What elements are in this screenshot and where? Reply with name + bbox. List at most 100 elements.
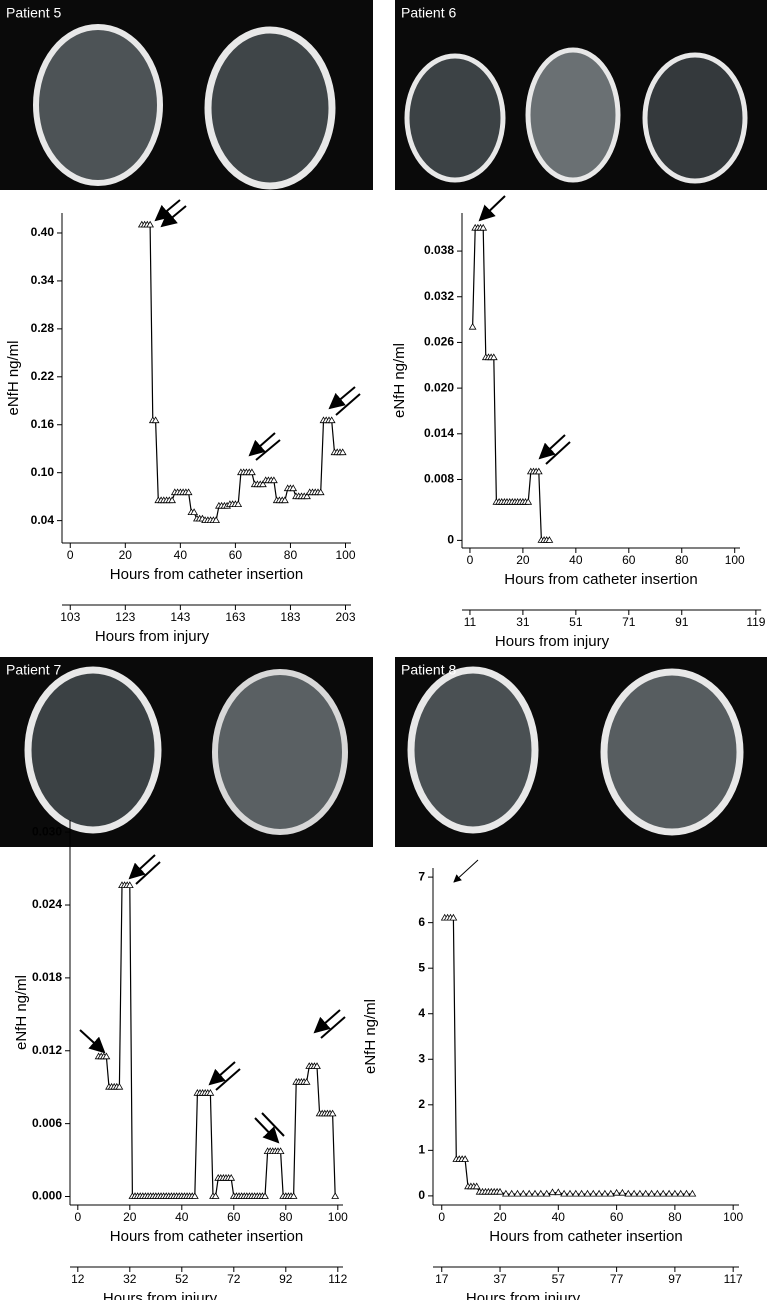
x2-tick-label: 119 [746,615,765,629]
x-tick-label: 80 [279,1210,293,1224]
x-tick-label: 80 [284,548,298,562]
data-point [489,353,498,361]
panel-title: Patient 6 [401,5,456,21]
x2-tick-label: 92 [279,1272,293,1286]
data-point [468,322,477,330]
y-tick-label: 0.020 [424,380,454,394]
x-tick-label: 60 [622,553,636,567]
data-point [115,1082,124,1090]
data-line [444,917,693,1195]
data-point [583,1189,592,1197]
data-point [671,1189,679,1197]
x2-tick-label: 72 [227,1272,241,1286]
data-point [601,1189,609,1197]
data-point [519,1189,528,1197]
data-point [146,220,154,228]
data-point [659,1189,668,1197]
data-point [536,1189,545,1197]
data-point [566,1189,574,1197]
data-point [328,1109,337,1117]
data-point [577,1189,586,1197]
data-point [281,496,289,504]
data-point [327,416,336,424]
x2-tick-label: 123 [115,610,135,624]
x2-tick-label: 32 [123,1272,137,1286]
x-tick-label: 20 [516,553,530,567]
data-point [212,516,220,523]
x2-tick-label: 17 [435,1272,449,1286]
panel-title: Patient 7 [6,662,61,678]
y-tick-label: 0.008 [424,472,454,486]
data-point [502,1189,510,1197]
x-axis-label: Hours from catheter insertion [110,1228,303,1245]
x-tick-label: 0 [467,553,474,567]
x2-tick-label: 11 [464,615,477,629]
data-point [184,488,193,496]
ct-image [395,657,767,847]
x2-tick-label: 77 [610,1272,624,1286]
y-axis-label: eNfH ng/ml [5,340,22,415]
data-line [98,885,336,1198]
data-point [331,1192,340,1199]
x2-tick-label: 97 [668,1272,682,1286]
y-tick-label: 0.024 [32,897,62,911]
data-point [168,496,176,504]
panel-title: Patient 8 [401,662,456,678]
x-tick-label: 20 [493,1210,507,1224]
data-point [270,476,278,484]
data-point [227,1174,236,1181]
data-point [190,508,198,515]
data-point [554,1188,563,1196]
x2-tick-label: 103 [60,610,80,624]
ct-image [0,0,373,190]
y-tick-label: 0.026 [424,335,454,349]
y-tick-label: 1 [418,1143,425,1157]
y-tick-label: 0.28 [31,321,55,335]
data-point [496,1187,504,1195]
y-axis-label: eNfH ng/ml [362,999,379,1074]
data-point [612,1188,621,1196]
data-line [472,227,550,541]
x-tick-label: 100 [335,548,355,562]
ct-image [395,0,767,190]
y-tick-label: 0.000 [32,1189,62,1203]
x2-axis-label: Hours from injury [466,1290,581,1300]
data-point [151,416,160,424]
x2-tick-label: 112 [328,1272,347,1286]
y-tick-label: 0.34 [31,273,55,287]
data-point [303,492,311,500]
data-point [259,480,267,488]
x-tick-label: 20 [123,1210,137,1224]
data-point [641,1189,650,1197]
x-tick-label: 40 [552,1210,566,1224]
data-point [125,881,134,888]
data-point [548,1188,557,1196]
data-point [316,488,325,496]
panel-title: Patient 5 [6,5,61,21]
x2-tick-label: 163 [225,610,245,624]
data-point [190,1192,199,1199]
data-point [525,1189,534,1197]
x-tick-label: 0 [438,1210,445,1224]
y-tick-label: 0.40 [31,225,55,239]
y-tick-label: 0.16 [31,417,55,431]
y-tick-label: 0.012 [32,1043,62,1057]
data-point [647,1189,656,1197]
data-point [338,448,347,456]
x2-tick-label: 31 [516,615,530,629]
x-tick-label: 0 [67,548,74,562]
data-point [624,1189,633,1197]
x-axis-label: Hours from catheter insertion [489,1228,682,1245]
y-tick-label: 0 [447,533,454,547]
data-point [688,1189,697,1197]
arrows [79,195,571,1144]
y-tick-label: 6 [418,915,425,929]
x2-tick-label: 52 [175,1272,189,1286]
y-tick-label: 0.018 [32,970,62,984]
x-tick-label: 40 [175,1210,189,1224]
y-tick-label: 4 [418,1006,425,1020]
x-tick-label: 100 [725,553,745,567]
y-tick-label: 0.04 [31,513,55,527]
x2-tick-label: 12 [71,1272,85,1286]
